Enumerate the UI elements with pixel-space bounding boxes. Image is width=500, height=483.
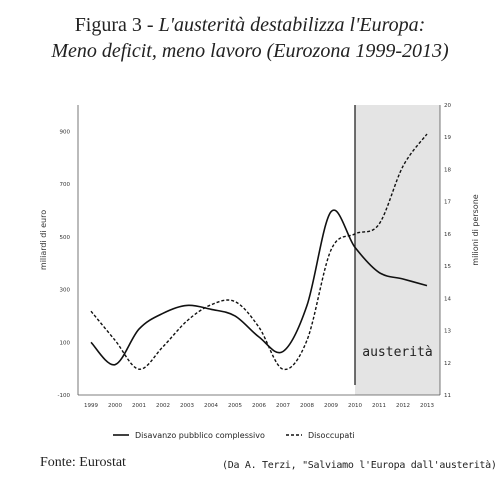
y-left-tick-label: 900 — [60, 129, 71, 135]
y-left-tick-label: 300 — [60, 288, 71, 294]
x-tick-label: 2013 — [420, 403, 434, 409]
y-right-tick-label: 12 — [444, 361, 451, 367]
title-main: L'austerità destabilizza l'Europa: — [158, 14, 426, 36]
y-axis-right-label: milioni di persone — [471, 194, 480, 265]
chart-title-line2: Meno deficit, meno lavoro (Eurozona 1999… — [51, 40, 449, 62]
y-right-tick-label: 17 — [444, 200, 451, 206]
y-right-tick-label: 18 — [444, 167, 451, 173]
y-right-tick-label: 16 — [444, 232, 451, 238]
y-right-tick-label: 19 — [444, 135, 451, 141]
legend-label-disavanzo: Disavanzo pubblico complessivo — [135, 431, 265, 440]
x-tick-label: 2000 — [108, 403, 122, 409]
figure-number: Figura 3 - — [74, 14, 159, 36]
x-tick-label: 2007 — [276, 403, 290, 409]
legend-label-disoccupati: Disoccupati — [308, 431, 355, 440]
shaded-region-label: austerità — [362, 345, 432, 360]
x-tick-label: 2001 — [132, 403, 146, 409]
source-note: Fonte: Eurostat — [40, 455, 126, 470]
credit-note: (Da A. Terzi, "Salviamo l'Europa dall'au… — [222, 460, 497, 471]
y-left-tick-label: 500 — [60, 235, 71, 241]
x-tick-label: 2008 — [300, 403, 314, 409]
y-left-tick-label: -100 — [58, 393, 71, 399]
series-line-disavanzo — [90, 209, 428, 366]
y-left-tick-label: 700 — [60, 182, 71, 188]
y-right-tick-label: 14 — [444, 296, 451, 302]
y-right-tick-label: 13 — [444, 329, 451, 335]
y-right-tick-label: 20 — [444, 103, 451, 109]
x-tick-label: 2002 — [156, 403, 170, 409]
y-left-tick-label: 100 — [60, 340, 71, 346]
x-tick-label: 1999 — [84, 403, 98, 409]
x-tick-label: 2011 — [372, 403, 386, 409]
chart-title-line1: Figura 3 - L'austerità destabilizza l'Eu… — [0, 14, 500, 37]
y-axis-left-label: miliardi di euro — [39, 210, 48, 270]
x-tick-label: 2004 — [204, 403, 218, 409]
x-tick-label: 2003 — [180, 403, 194, 409]
x-tick-label: 2010 — [348, 403, 362, 409]
x-tick-label: 2012 — [396, 403, 410, 409]
y-right-tick-label: 11 — [444, 393, 451, 399]
shaded-region — [355, 105, 440, 395]
y-right-tick-label: 15 — [444, 264, 451, 270]
x-tick-label: 2006 — [252, 403, 266, 409]
x-tick-label: 2005 — [228, 403, 242, 409]
x-tick-label: 2009 — [324, 403, 338, 409]
series-line-disoccupati — [90, 133, 428, 371]
